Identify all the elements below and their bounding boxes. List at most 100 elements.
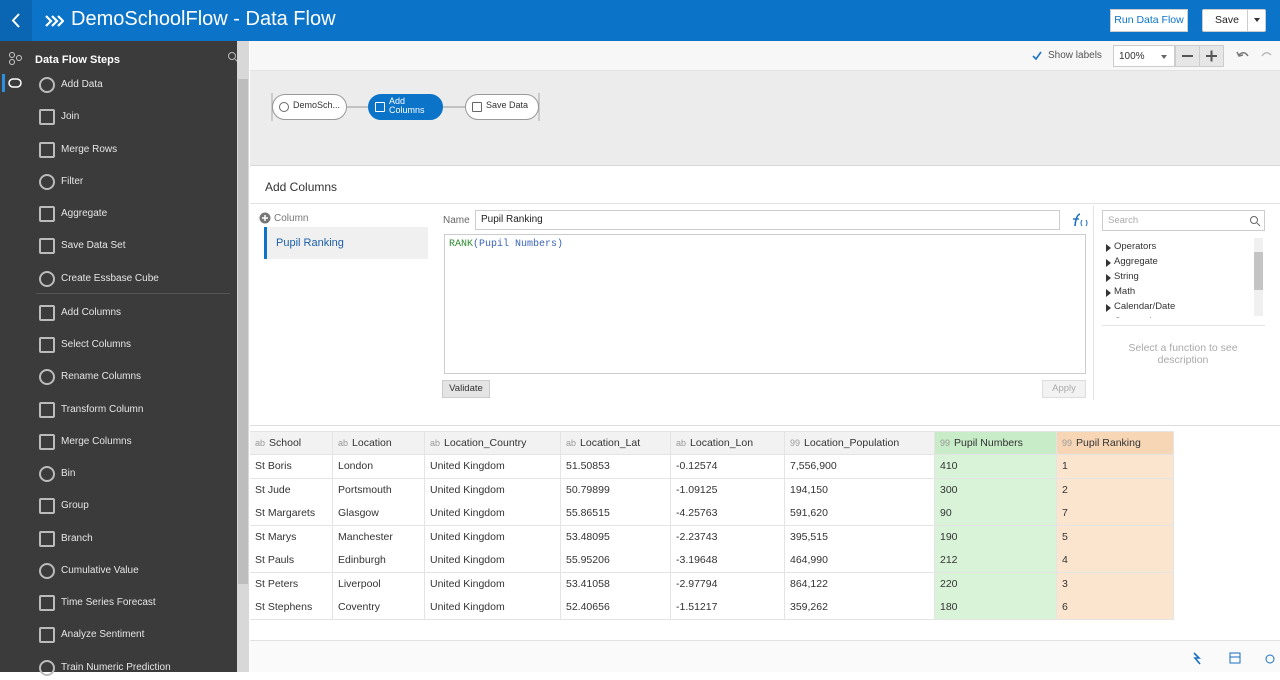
step-item[interactable]: Aggregate bbox=[34, 202, 230, 226]
table-cell: 7 bbox=[1057, 502, 1174, 526]
step-item[interactable]: Rename Columns bbox=[34, 365, 230, 389]
column-header[interactable]: ab Location bbox=[333, 431, 425, 455]
columns-icon[interactable] bbox=[8, 78, 22, 88]
toolbar: Show labels 100% bbox=[250, 41, 1280, 71]
apply-button[interactable]: Apply bbox=[1042, 380, 1086, 398]
column-header[interactable]: ab Location_Lat bbox=[561, 431, 671, 455]
run-button[interactable]: Run Data Flow bbox=[1110, 9, 1188, 32]
step-label: Aggregate bbox=[61, 208, 108, 219]
step-icon bbox=[39, 401, 55, 418]
step-item[interactable]: Create Essbase Cube bbox=[34, 267, 230, 291]
table-cell: 300 bbox=[935, 478, 1057, 503]
step-item[interactable]: Add Data bbox=[34, 73, 230, 97]
table-cell: 180 bbox=[935, 596, 1057, 620]
step-icon bbox=[39, 659, 55, 676]
expand-arrow[interactable] bbox=[1106, 274, 1111, 282]
flow-node[interactable]: Save Data bbox=[465, 94, 539, 120]
expression-function: RANK bbox=[449, 239, 474, 250]
expand-arrow[interactable] bbox=[1106, 289, 1111, 297]
node-label: Add Columns bbox=[389, 96, 425, 115]
function-group[interactable]: Aggregate bbox=[1106, 256, 1246, 270]
step-icon bbox=[39, 369, 55, 386]
column-header[interactable]: ab School bbox=[250, 431, 333, 455]
add-column[interactable]: Column bbox=[274, 213, 309, 224]
table-cell: St Pauls bbox=[250, 549, 333, 573]
column-header[interactable]: ab Location_Country bbox=[425, 431, 561, 455]
column-type: ab bbox=[338, 438, 349, 448]
step-icon bbox=[39, 304, 55, 321]
function-group-label: String bbox=[1114, 271, 1139, 282]
step-item[interactable]: Bin bbox=[34, 462, 230, 486]
step-item[interactable]: Merge Rows bbox=[34, 138, 230, 162]
flow-node[interactable]: DemoSch... bbox=[272, 94, 347, 120]
column-header[interactable]: ab Location_Lon bbox=[671, 431, 785, 455]
step-icon bbox=[39, 141, 55, 158]
step-item[interactable]: Group bbox=[34, 494, 230, 518]
step-item[interactable]: Filter bbox=[34, 170, 230, 194]
function-group[interactable]: Conversion bbox=[1106, 316, 1246, 318]
table-cell: 220 bbox=[935, 572, 1057, 597]
step-item[interactable]: Join bbox=[34, 105, 230, 129]
expand-arrow[interactable] bbox=[1106, 304, 1111, 312]
function-search[interactable]: Search bbox=[1102, 210, 1265, 231]
column-header[interactable]: 99 Pupil Ranking bbox=[1057, 431, 1174, 455]
validate-button[interactable]: Validate bbox=[442, 380, 490, 398]
tree-scrollbar bbox=[1254, 238, 1263, 316]
save-button[interactable]: Save bbox=[1215, 14, 1239, 26]
step-icon bbox=[39, 173, 55, 190]
column-name: Pupil Ranking bbox=[276, 237, 344, 249]
table-cell: St Marys bbox=[250, 525, 333, 550]
footer-icons[interactable] bbox=[1190, 651, 1280, 665]
name-input[interactable]: Pupil Ranking bbox=[475, 210, 1060, 230]
step-label: Bin bbox=[61, 468, 76, 479]
scroll-thumb[interactable] bbox=[238, 79, 248, 584]
table-cell: United Kingdom bbox=[425, 572, 561, 597]
step-item[interactable]: Analyze Sentiment bbox=[34, 623, 230, 647]
tree-scroll-thumb[interactable] bbox=[1254, 252, 1263, 290]
step-item[interactable]: Merge Columns bbox=[34, 430, 230, 454]
function-group-label: Operators bbox=[1114, 241, 1157, 252]
step-label: Time Series Forecast bbox=[61, 597, 156, 608]
column-header[interactable]: 99 Pupil Numbers bbox=[935, 431, 1057, 455]
step-item[interactable]: Train Numeric Prediction bbox=[34, 656, 230, 680]
function-group[interactable]: Operators bbox=[1106, 241, 1246, 255]
step-item[interactable]: Select Columns bbox=[34, 333, 230, 357]
flow-node[interactable]: Add Columns bbox=[368, 94, 443, 120]
step-item[interactable]: Time Series Forecast bbox=[34, 591, 230, 615]
expand-arrow[interactable] bbox=[1106, 244, 1111, 252]
logo bbox=[45, 15, 64, 27]
column-item[interactable]: Pupil Ranking bbox=[264, 227, 428, 259]
expression-editor[interactable]: RANK(Pupil Numbers) bbox=[444, 234, 1086, 374]
steps-icon[interactable] bbox=[8, 51, 22, 65]
step-item[interactable]: Save Data Set bbox=[34, 234, 230, 258]
show-labels-checkbox[interactable] bbox=[1031, 50, 1043, 62]
column-name: Location_Population bbox=[804, 437, 900, 449]
function-group[interactable]: Math bbox=[1106, 286, 1246, 300]
expand-arrow[interactable] bbox=[1106, 259, 1111, 267]
header: DemoSchoolFlow - Data Flow Run Data Flow… bbox=[0, 0, 1280, 41]
step-item[interactable]: Transform Column bbox=[34, 398, 230, 422]
table-cell: 53.48095 bbox=[561, 525, 671, 550]
zoom-select[interactable]: 100% bbox=[1113, 45, 1175, 67]
function-group[interactable]: String bbox=[1106, 271, 1246, 285]
step-item[interactable]: Cumulative Value bbox=[34, 559, 230, 583]
editor-panel: Add Columns Column Name Pupil Ranking RA… bbox=[250, 170, 1280, 426]
add-column-icon[interactable] bbox=[259, 212, 271, 224]
step-icon bbox=[39, 562, 55, 579]
node-icon bbox=[472, 102, 482, 112]
step-label: Branch bbox=[61, 532, 93, 544]
column-name: Location bbox=[352, 437, 392, 449]
function-group[interactable]: Calendar/Date bbox=[1106, 301, 1246, 315]
back-button[interactable] bbox=[0, 0, 32, 41]
step-item[interactable]: Branch bbox=[34, 527, 230, 551]
step-label: Train Numeric Prediction bbox=[61, 661, 171, 673]
step-item[interactable]: Add Columns bbox=[34, 301, 230, 325]
zoom-buttons[interactable] bbox=[1175, 45, 1225, 67]
table-cell: -2.97794 bbox=[671, 572, 785, 597]
column-header[interactable]: 99 Location_Population bbox=[785, 431, 935, 455]
column-name: Location_Country bbox=[444, 437, 527, 449]
undo-redo[interactable] bbox=[1235, 49, 1275, 63]
function-icon[interactable] bbox=[1068, 212, 1088, 228]
save-dropdown[interactable] bbox=[1254, 18, 1260, 22]
